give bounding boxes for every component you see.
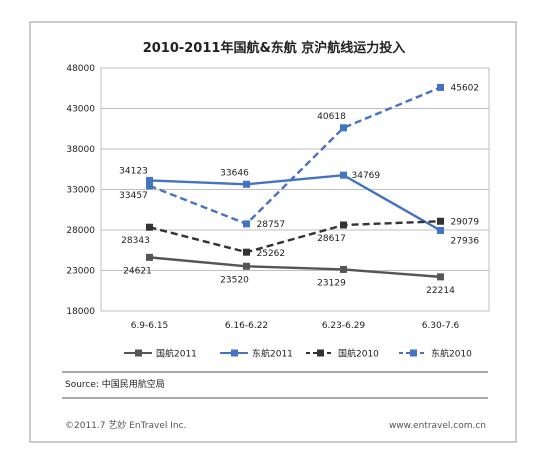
series-1 <box>146 171 444 235</box>
legend: 国航2011 东航2011 国航2010 东航2010 <box>124 348 472 360</box>
data-point <box>437 217 444 225</box>
data-point <box>340 124 347 132</box>
data-label: 33457 <box>119 191 148 201</box>
legend-label: 国航2010 <box>338 348 379 360</box>
legend-label: 国航2011 <box>156 348 197 360</box>
legend-label: 东航2010 <box>431 348 472 360</box>
data-point <box>146 223 153 231</box>
data-label: 23520 <box>220 275 249 285</box>
data-point <box>340 265 347 273</box>
series-0 <box>146 253 444 281</box>
data-point <box>243 180 250 188</box>
data-point <box>146 176 153 184</box>
data-label: 23129 <box>317 278 346 288</box>
series-line <box>149 220 441 254</box>
data-label: 28617 <box>317 234 346 244</box>
y-tick-label: 28000 <box>66 226 95 236</box>
series-2 <box>146 217 444 256</box>
data-label: 28343 <box>121 236 150 246</box>
data-point <box>146 182 153 190</box>
data-point <box>437 83 444 91</box>
data-label: 34769 <box>352 171 381 181</box>
data-label: 24621 <box>123 266 152 276</box>
x-tick-label: 6.16-6.22 <box>225 321 268 331</box>
legend-marker <box>317 349 324 357</box>
y-tick-label: 18000 <box>66 307 95 317</box>
source-text: Source: 中国民用航空局 <box>65 378 165 390</box>
y-tick-label: 38000 <box>66 145 95 155</box>
series-line <box>149 256 441 279</box>
data-point <box>437 227 444 235</box>
data-label: 45602 <box>451 83 480 93</box>
grid <box>101 108 489 271</box>
footer-right: www.entravel.com.cn <box>389 421 486 431</box>
footer-left: ©2011.7 艺妙 EnTravel Inc. <box>65 419 186 431</box>
x-tick-label: 6.9-6.15 <box>131 321 169 331</box>
chart-title: 2010-2011年国航&东航 京沪航线运力投入 <box>143 40 406 56</box>
data-point <box>146 253 153 261</box>
y-tick-label: 23000 <box>66 267 95 277</box>
data-point <box>243 220 250 228</box>
data-label: 25262 <box>257 249 286 259</box>
data-label: 34123 <box>119 166 148 176</box>
data-point <box>243 248 250 256</box>
data-labels: 24621 23520 23129 22214 34123 33646 34769 27936… <box>119 83 479 295</box>
axis-ticks: 48000 43000 38000 33000 28000 23000 18000 6.9-6… <box>66 64 459 331</box>
y-tick-label: 43000 <box>66 105 95 115</box>
data-point <box>437 273 444 281</box>
data-label: 40618 <box>317 112 346 122</box>
data-label: 33646 <box>220 168 249 178</box>
data-label: 28757 <box>257 220 286 230</box>
series-line <box>149 173 442 232</box>
data-point <box>340 221 347 229</box>
series-3 <box>146 83 444 228</box>
series-layer <box>146 83 444 281</box>
x-tick-label: 6.23-6.29 <box>322 321 366 331</box>
y-tick-label: 33000 <box>66 186 95 196</box>
data-point <box>340 171 347 179</box>
legend-marker <box>231 349 238 357</box>
x-tick-label: 6.30-7.6 <box>422 321 460 331</box>
data-label: 29079 <box>451 217 480 227</box>
legend-marker <box>135 349 142 357</box>
y-tick-label: 48000 <box>66 64 95 74</box>
legend-label: 东航2011 <box>252 348 293 360</box>
data-label: 27936 <box>451 237 480 247</box>
legend-marker <box>410 349 417 357</box>
data-label: 22214 <box>426 286 455 296</box>
data-point <box>243 262 250 270</box>
